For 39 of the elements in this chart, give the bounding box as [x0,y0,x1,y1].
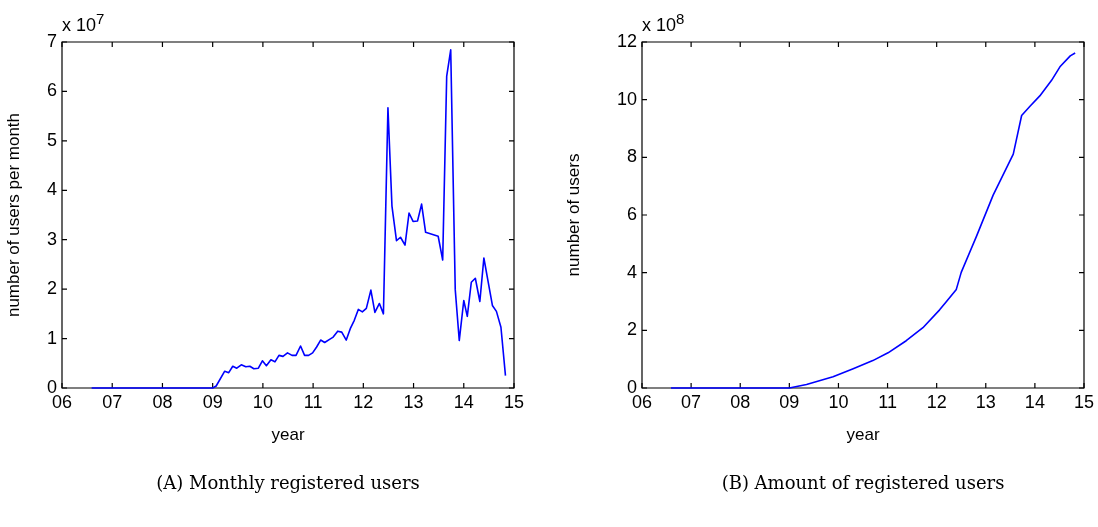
x-tick-label: 07 [102,391,123,412]
y-tick-label: 8 [626,146,637,167]
x-tick-label: 11 [303,391,323,412]
text: (B) Amount of registered users [720,472,1006,493]
x-tick-label: 09 [202,391,223,412]
x-tick-label: 15 [1073,391,1095,412]
text: x 10$^{7}$ [62,10,105,36]
x-tick-label: 15 [503,391,525,412]
x-tick-label: 12 [353,391,374,412]
x-tick-label: 11 [878,391,897,412]
x-tick-label: 07 [681,391,702,412]
y-tick-label: 4 [46,179,57,200]
y-tick-label: 2 [626,319,637,340]
y-tick-label: 1 [46,327,57,348]
x-tick-label: 08 [152,391,173,412]
text: x 10$^{8}$ [642,10,685,36]
y-tick-label: 10 [616,88,637,109]
x-tick-label: 13 [403,391,424,412]
x-tick-label: 14 [1024,391,1045,412]
x-tick-label: 12 [926,391,947,412]
x-tick-label: 14 [453,391,474,412]
y-tick-label: 12 [616,30,637,51]
y-tick-label: 2 [46,278,57,299]
x-tick-label: 10 [252,391,273,412]
y-tick-label: 6 [626,203,637,224]
x-tick-label: 10 [828,391,849,412]
y-axis-title: number of users per month [3,112,23,318]
y-tick-label: 7 [46,30,57,51]
y-tick-label: 6 [46,80,57,101]
y-tick-label: 4 [626,261,637,282]
y-tick-label: 5 [46,129,57,150]
x-axis-title: year [846,425,880,445]
x-tick-label: 08 [730,391,751,412]
text: (A) Monthly registered users [155,472,421,493]
x-tick-label: 09 [779,391,800,412]
x-axis-title: year [271,425,305,445]
y-tick-label: 3 [46,228,57,249]
y-axis-title: number of users [563,153,583,277]
x-tick-label: 13 [975,391,996,412]
